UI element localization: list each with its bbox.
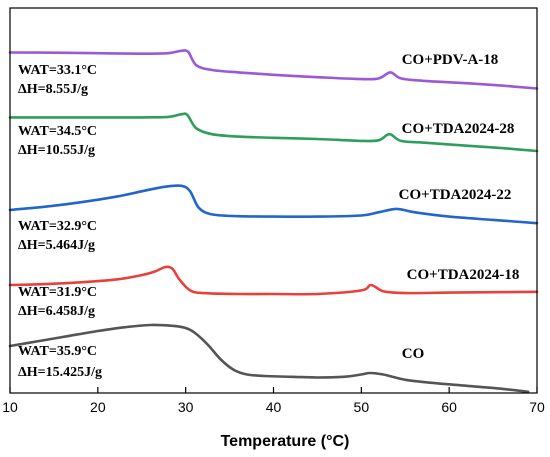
series-label-co-pdv-a-18: CO+PDV-A-18 xyxy=(402,52,499,68)
wat-label-co-tda2024-18: WAT=31.9°C xyxy=(18,285,97,300)
x-tick-label: 40 xyxy=(266,399,282,415)
x-tick-label: 60 xyxy=(441,399,457,415)
curves-layer xyxy=(8,49,539,394)
x-tick-label: 70 xyxy=(529,399,545,415)
wat-label-co-tda2024-28: WAT=34.5°C xyxy=(18,124,97,139)
x-tick-label: 20 xyxy=(90,399,106,415)
series-label-co-tda2024-22: CO+TDA2024-22 xyxy=(399,187,512,203)
wat-label-co-tda2024-22: WAT=32.9°C xyxy=(18,219,97,234)
annotations-layer: WAT=33.1°C ΔH=8.55J/g CO+PDV-A-18 WAT=34.5°… xyxy=(18,52,519,380)
series-line-co-tda2024-18 xyxy=(8,265,539,296)
x-tick-label: 10 xyxy=(2,399,18,415)
series-line-co-pdv-a-18 xyxy=(8,49,539,90)
dh-label-co-pdv-a-18: ΔH=8.55J/g xyxy=(18,82,88,97)
dh-label-co-tda2024-28: ΔH=10.55J/g xyxy=(18,143,95,158)
dh-label-co-tda2024-18: ΔH=6.458J/g xyxy=(18,304,95,319)
x-axis-title: Temperature (°C) xyxy=(221,433,350,450)
x-tick-label: 30 xyxy=(178,399,194,415)
series-line-co-tda2024-22 xyxy=(8,184,539,225)
x-ticks: 10 20 30 40 50 60 70 xyxy=(2,387,545,415)
dh-label-co-tda2024-22: ΔH=5.464J/g xyxy=(18,238,95,253)
wat-label-co-pdv-a-18: WAT=33.1°C xyxy=(18,63,97,78)
series-label-co-tda2024-18: CO+TDA2024-18 xyxy=(407,267,520,283)
dh-label-co: ΔH=15.425J/g xyxy=(18,365,102,380)
series-label-co-tda2024-28: CO+TDA2024-28 xyxy=(402,121,515,137)
series-line-co-tda2024-28 xyxy=(8,112,539,153)
series-label-co: CO xyxy=(402,346,425,362)
x-tick-label: 50 xyxy=(354,399,370,415)
wat-label-co: WAT=35.9°C xyxy=(18,344,97,359)
series-line-co xyxy=(8,323,530,394)
